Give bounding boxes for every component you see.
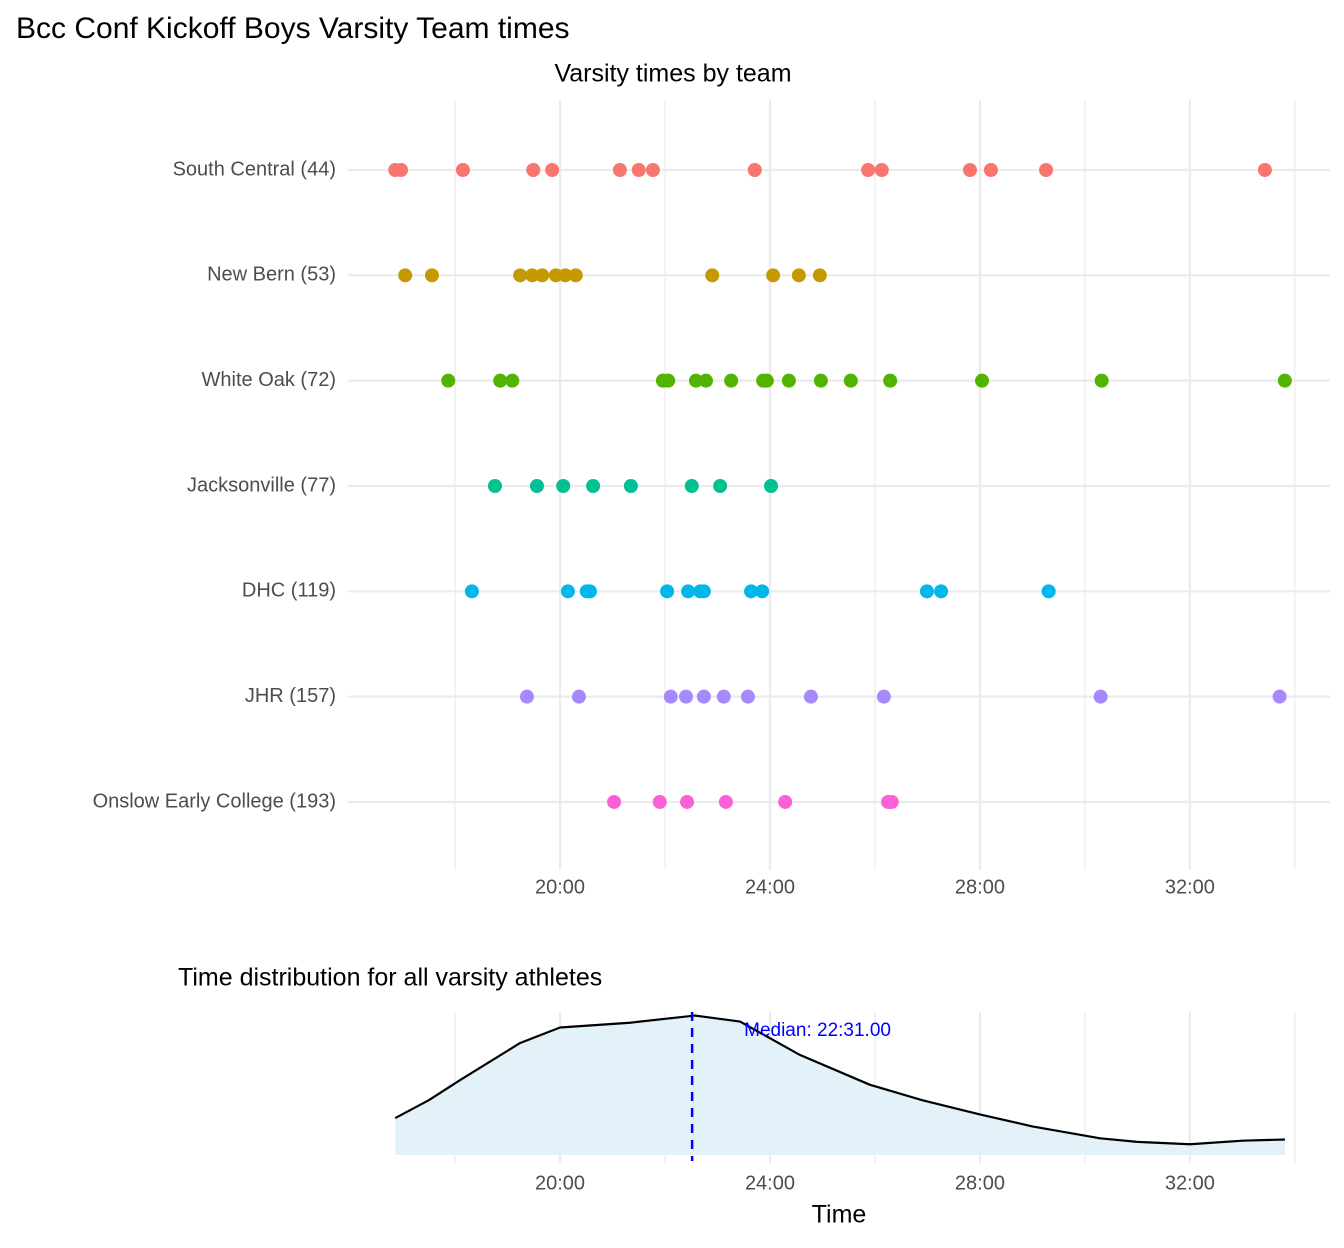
point bbox=[571, 689, 586, 704]
point bbox=[1277, 373, 1292, 388]
point bbox=[713, 478, 728, 493]
point bbox=[688, 373, 703, 388]
point bbox=[607, 794, 622, 809]
point bbox=[394, 163, 409, 177]
point bbox=[696, 689, 711, 704]
point bbox=[612, 163, 627, 177]
point bbox=[764, 478, 779, 493]
point bbox=[545, 163, 560, 177]
point bbox=[568, 268, 583, 283]
x-tick-label: 28:00 bbox=[955, 876, 1005, 898]
point bbox=[755, 584, 770, 599]
point bbox=[529, 478, 544, 493]
x-tick-label: 32:00 bbox=[1165, 876, 1215, 898]
chart-title: Varsity times by team bbox=[554, 60, 791, 88]
point bbox=[724, 373, 739, 388]
point bbox=[519, 689, 534, 704]
point bbox=[975, 373, 990, 388]
point bbox=[652, 794, 667, 809]
point bbox=[716, 689, 731, 704]
x-tick-label: 24:00 bbox=[745, 1172, 795, 1194]
x-tick-label: 28:00 bbox=[955, 1172, 1005, 1194]
point bbox=[535, 268, 550, 283]
y-tick-label: JHR (157) bbox=[245, 685, 336, 707]
point bbox=[983, 163, 998, 177]
point bbox=[884, 794, 899, 809]
point bbox=[718, 794, 733, 809]
point bbox=[661, 373, 676, 388]
point bbox=[1039, 163, 1054, 177]
point bbox=[803, 689, 818, 704]
point bbox=[660, 584, 675, 599]
point bbox=[513, 268, 528, 283]
y-tick-label: Jacksonville (77) bbox=[187, 474, 336, 496]
y-tick-label: DHC (119) bbox=[242, 580, 336, 602]
y-tick-label: White Oak (72) bbox=[202, 369, 336, 391]
point bbox=[455, 163, 470, 177]
x-tick-label: 20:00 bbox=[535, 1172, 585, 1194]
point bbox=[934, 584, 949, 599]
point bbox=[663, 689, 678, 704]
density-line bbox=[394, 1014, 1285, 1146]
point bbox=[696, 584, 711, 599]
point bbox=[582, 584, 597, 599]
median-label: Median: 22:31.00 bbox=[744, 1020, 891, 1041]
point bbox=[679, 689, 694, 704]
y-tick-label: South Central (44) bbox=[173, 158, 336, 180]
point bbox=[398, 268, 413, 283]
point bbox=[560, 584, 575, 599]
point bbox=[791, 268, 806, 283]
point bbox=[705, 268, 720, 283]
point bbox=[464, 584, 479, 599]
point bbox=[586, 478, 601, 493]
point bbox=[424, 268, 439, 283]
point bbox=[1272, 689, 1287, 704]
point bbox=[1094, 373, 1109, 388]
point bbox=[1257, 163, 1272, 177]
point bbox=[766, 268, 781, 283]
point bbox=[556, 478, 571, 493]
y-tick-label: Onslow Early College (193) bbox=[93, 790, 336, 812]
x-tick-label: 20:00 bbox=[535, 876, 585, 898]
point bbox=[645, 163, 660, 177]
point bbox=[505, 373, 520, 388]
figure-title: Bcc Conf Kickoff Boys Varsity Team times bbox=[16, 12, 570, 45]
point bbox=[759, 373, 774, 388]
point bbox=[781, 373, 796, 388]
point bbox=[623, 478, 638, 493]
point bbox=[744, 584, 759, 599]
point bbox=[441, 373, 456, 388]
point bbox=[740, 689, 755, 704]
chart-title: Time distribution for all varsity athlet… bbox=[178, 964, 602, 992]
point bbox=[681, 584, 696, 599]
point bbox=[962, 163, 977, 177]
x-tick-label: 24:00 bbox=[745, 876, 795, 898]
point bbox=[812, 268, 827, 283]
point bbox=[526, 163, 541, 177]
density-area bbox=[395, 1015, 1285, 1155]
point bbox=[698, 373, 713, 388]
point bbox=[1041, 584, 1056, 599]
point bbox=[493, 373, 508, 388]
point bbox=[525, 268, 540, 283]
x-axis-title: Time bbox=[812, 1201, 867, 1229]
point bbox=[876, 689, 891, 704]
point bbox=[843, 373, 858, 388]
point bbox=[684, 478, 699, 493]
point bbox=[883, 373, 898, 388]
point bbox=[1093, 689, 1108, 704]
point bbox=[813, 373, 828, 388]
point bbox=[487, 478, 502, 493]
point bbox=[680, 794, 695, 809]
point bbox=[778, 794, 793, 809]
point bbox=[861, 163, 876, 177]
x-tick-label: 32:00 bbox=[1165, 1172, 1215, 1194]
point bbox=[747, 163, 762, 177]
point bbox=[874, 163, 889, 177]
point bbox=[919, 584, 934, 599]
y-tick-label: New Bern (53) bbox=[207, 264, 336, 286]
point bbox=[631, 163, 646, 177]
point bbox=[558, 268, 573, 283]
